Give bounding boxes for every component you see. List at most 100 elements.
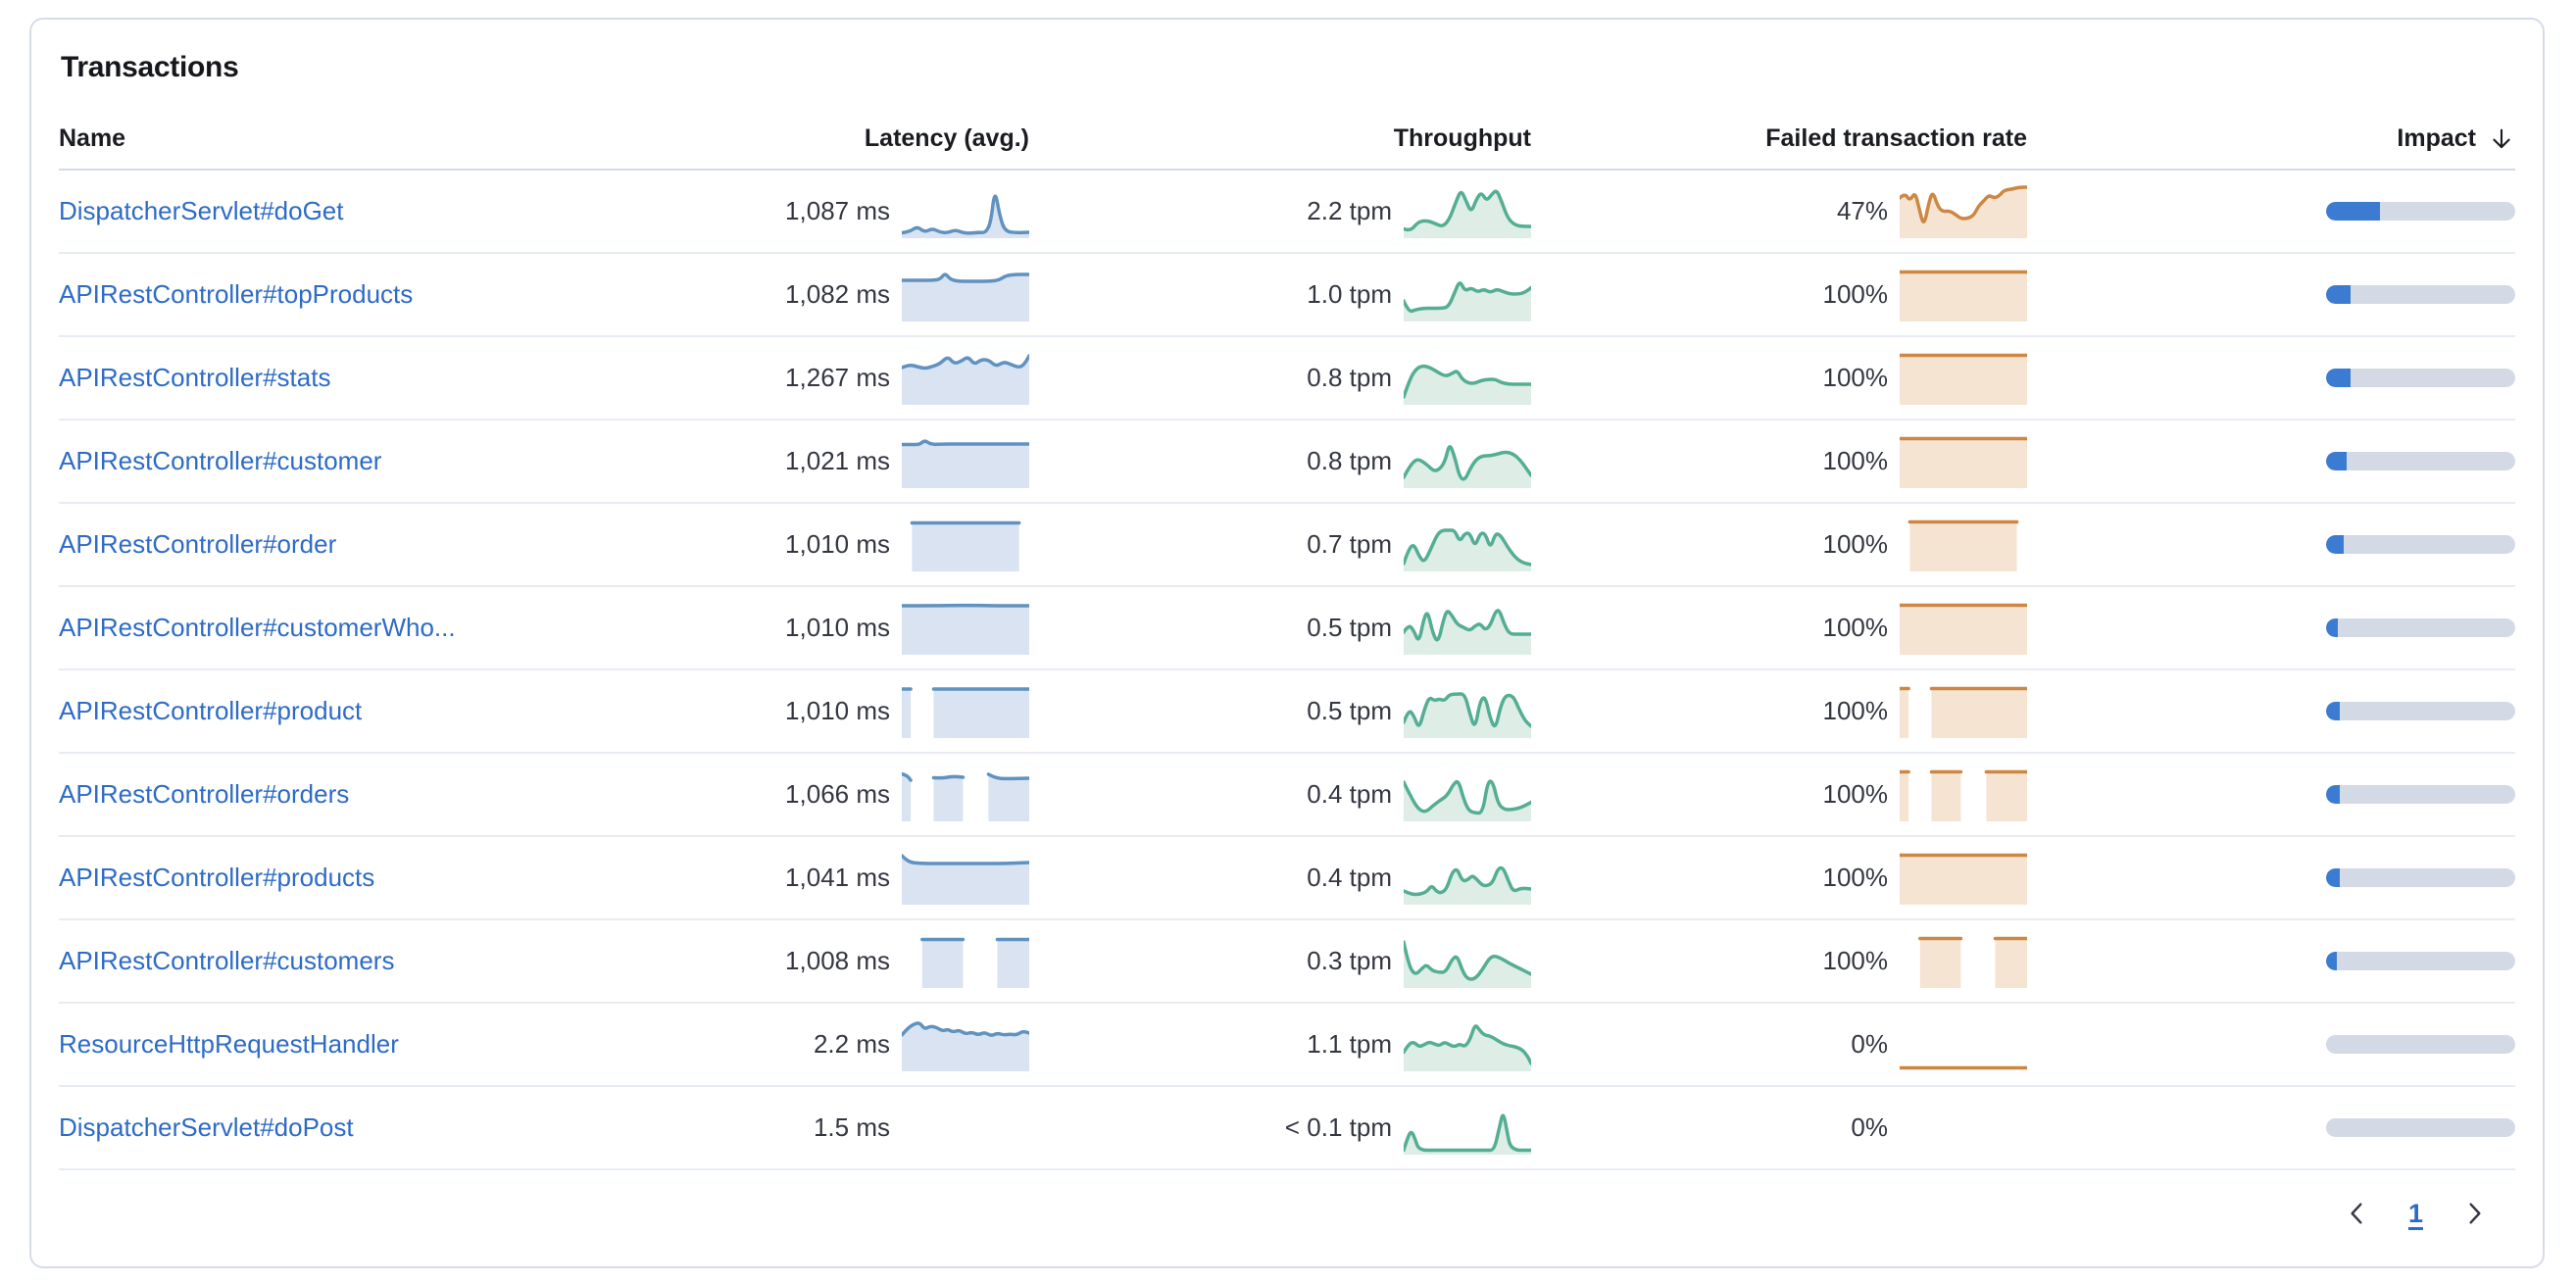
transaction-link[interactable]: DispatcherServlet#doPost bbox=[59, 1112, 354, 1142]
transaction-link[interactable]: APIRestController#topProducts bbox=[59, 279, 414, 309]
name-cell: APIRestController#orders bbox=[59, 779, 706, 810]
failed-rate-cell: 100% bbox=[1531, 852, 2027, 905]
current-page-link[interactable]: 1 bbox=[2407, 1198, 2423, 1228]
transaction-link[interactable]: APIRestController#stats bbox=[59, 363, 331, 392]
latency-sparkline bbox=[902, 853, 1029, 905]
name-cell: DispatcherServlet#doPost bbox=[59, 1112, 706, 1143]
name-cell: APIRestController#stats bbox=[59, 363, 706, 393]
failed-rate-cell: 0% bbox=[1531, 1018, 2027, 1071]
impact-bar bbox=[2326, 452, 2515, 470]
transaction-link[interactable]: ResourceHttpRequestHandler bbox=[59, 1029, 399, 1059]
throughput-cell: < 0.1 tpm bbox=[1029, 1102, 1531, 1155]
column-header-throughput[interactable]: Throughput bbox=[1393, 124, 1531, 152]
table-header: Name Latency (avg.) Throughput Failed tr… bbox=[59, 84, 2515, 171]
impact-bar-fill bbox=[2326, 618, 2338, 637]
column-header-failed-rate[interactable]: Failed transaction rate bbox=[1765, 124, 2027, 152]
transaction-link[interactable]: APIRestController#orders bbox=[59, 779, 350, 809]
table-row: APIRestController#customer 1,021 ms 0.8 tp… bbox=[59, 420, 2515, 504]
name-cell: APIRestController#products bbox=[59, 863, 706, 893]
latency-sparkline bbox=[902, 1020, 1029, 1071]
name-cell: APIRestController#customerWho... bbox=[59, 613, 706, 643]
card-title: Transactions bbox=[61, 51, 239, 83]
impact-bar-fill bbox=[2326, 785, 2341, 804]
latency-value: 1,087 ms bbox=[785, 196, 890, 225]
impact-bar bbox=[2326, 1035, 2515, 1054]
column-header-name[interactable]: Name bbox=[59, 124, 126, 152]
next-page-button[interactable] bbox=[2458, 1198, 2490, 1229]
name-cell: APIRestController#topProducts bbox=[59, 279, 706, 310]
impact-bar-fill bbox=[2326, 952, 2337, 970]
failed-rate-value: 100% bbox=[1822, 363, 1889, 392]
throughput-value: 0.8 tpm bbox=[1307, 446, 1392, 475]
failed-rate-value: 100% bbox=[1822, 613, 1889, 642]
transaction-link[interactable]: APIRestController#product bbox=[59, 696, 363, 725]
latency-cell: 1,082 ms bbox=[706, 269, 1029, 321]
throughput-cell: 1.0 tpm bbox=[1029, 269, 1531, 321]
table-row: APIRestController#customers 1,008 ms 0.3 t… bbox=[59, 920, 2515, 1004]
throughput-value: 2.2 tpm bbox=[1307, 196, 1392, 225]
impact-bar-fill bbox=[2326, 369, 2352, 387]
prev-page-button[interactable] bbox=[2342, 1198, 2373, 1229]
failed-rate-sparkline bbox=[1918, 936, 2027, 988]
transaction-link[interactable]: APIRestController#order bbox=[59, 529, 337, 559]
throughput-cell: 0.7 tpm bbox=[1029, 519, 1531, 571]
throughput-value: < 0.1 tpm bbox=[1284, 1112, 1392, 1142]
failed-rate-value: 100% bbox=[1822, 946, 1889, 975]
latency-value: 1,008 ms bbox=[785, 946, 890, 975]
latency-value: 1,010 ms bbox=[785, 696, 890, 725]
latency-sparkline bbox=[902, 603, 1029, 655]
latency-sparkline bbox=[910, 520, 1021, 571]
failed-rate-cell: 0% bbox=[1531, 1102, 2027, 1155]
chevron-right-icon bbox=[2469, 1203, 2481, 1224]
failed-rate-cell: 100% bbox=[1531, 685, 2027, 738]
transaction-link[interactable]: DispatcherServlet#doGet bbox=[59, 196, 344, 225]
latency-cell: 1.5 ms bbox=[706, 1102, 1029, 1155]
failed-rate-sparkline bbox=[1900, 1065, 2027, 1069]
throughput-cell: 0.4 tpm bbox=[1029, 852, 1531, 905]
latency-sparkline bbox=[902, 353, 1029, 405]
failed-rate-value: 100% bbox=[1822, 779, 1889, 809]
throughput-sparkline bbox=[1404, 608, 1531, 655]
impact-bar-fill bbox=[2326, 285, 2352, 304]
impact-cell bbox=[2027, 868, 2515, 887]
throughput-sparkline bbox=[1404, 939, 1531, 988]
table-row: DispatcherServlet#doGet 1,087 ms 2.2 tpm 47… bbox=[59, 171, 2515, 254]
failed-rate-sparkline bbox=[1900, 436, 2027, 488]
table-body: DispatcherServlet#doGet 1,087 ms 2.2 tpm 47… bbox=[59, 171, 2515, 1170]
latency-sparkline bbox=[920, 937, 1029, 988]
column-header-latency[interactable]: Latency (avg.) bbox=[864, 124, 1029, 152]
throughput-sparkline bbox=[1404, 189, 1531, 238]
transaction-link[interactable]: APIRestController#products bbox=[59, 863, 375, 892]
transactions-card: Transactions Name Latency (avg.) Through… bbox=[29, 18, 2545, 1268]
transaction-link[interactable]: APIRestController#customerWho... bbox=[59, 613, 456, 642]
failed-rate-cell: 100% bbox=[1531, 435, 2027, 488]
latency-cell: 1,267 ms bbox=[706, 352, 1029, 405]
impact-bar-fill bbox=[2326, 868, 2340, 887]
impact-cell bbox=[2027, 785, 2515, 804]
name-cell: APIRestController#product bbox=[59, 696, 706, 726]
throughput-value: 0.5 tpm bbox=[1307, 696, 1392, 725]
table-row: DispatcherServlet#doPost 1.5 ms < 0.1 tpm 0… bbox=[59, 1087, 2515, 1170]
table-row: APIRestController#products 1,041 ms 0.4 tp… bbox=[59, 837, 2515, 920]
table-row: ResourceHttpRequestHandler 2.2 ms 1.1 tpm 0… bbox=[59, 1004, 2515, 1087]
failed-rate-sparkline bbox=[1900, 184, 2027, 238]
latency-value: 1,267 ms bbox=[785, 363, 890, 392]
throughput-value: 0.8 tpm bbox=[1307, 363, 1392, 392]
failed-rate-sparkline bbox=[1900, 769, 2027, 821]
failed-rate-cell: 100% bbox=[1531, 519, 2027, 571]
latency-value: 1,010 ms bbox=[785, 613, 890, 642]
impact-cell bbox=[2027, 202, 2515, 221]
pagination: 1 bbox=[59, 1198, 2515, 1229]
transaction-link[interactable]: APIRestController#customer bbox=[59, 446, 382, 475]
failed-rate-value: 47% bbox=[1836, 196, 1888, 225]
column-header-impact-label: Impact bbox=[2397, 124, 2476, 152]
column-header-impact[interactable]: Impact bbox=[2027, 124, 2515, 153]
failed-rate-cell: 100% bbox=[1531, 768, 2027, 821]
failed-rate-value: 100% bbox=[1822, 279, 1889, 309]
throughput-cell: 0.8 tpm bbox=[1029, 435, 1531, 488]
latency-value: 1,041 ms bbox=[785, 863, 890, 892]
transaction-link[interactable]: APIRestController#customers bbox=[59, 946, 395, 975]
latency-value: 2.2 ms bbox=[813, 1029, 890, 1059]
impact-cell bbox=[2027, 1118, 2515, 1137]
impact-bar-fill bbox=[2326, 202, 2380, 221]
